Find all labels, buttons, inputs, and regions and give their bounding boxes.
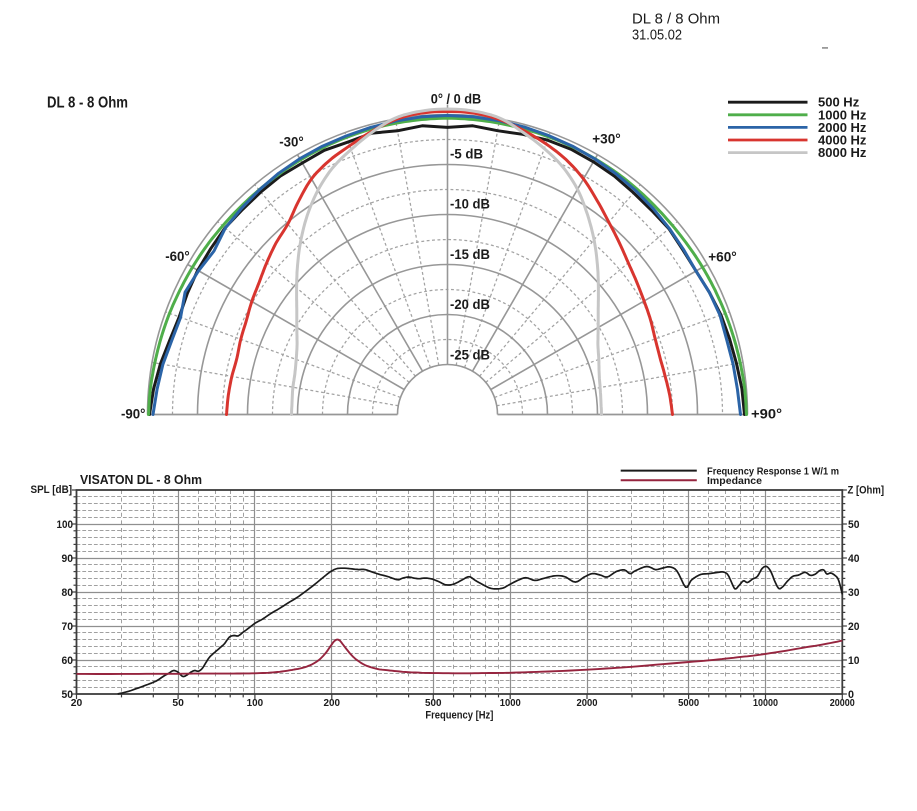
svg-text:-60°: -60° [165,248,190,264]
svg-text:-15 dB: -15 dB [450,246,490,262]
svg-text:-90°: -90° [121,406,146,422]
svg-text:60: 60 [62,655,74,667]
svg-text:-20 dB: -20 dB [450,296,490,312]
svg-text:50: 50 [62,689,74,701]
svg-text:31.05.02: 31.05.02 [632,27,682,43]
svg-text:50: 50 [848,519,860,531]
svg-text:2000: 2000 [577,697,598,709]
svg-text:90: 90 [62,553,74,565]
svg-text:20: 20 [848,621,860,633]
svg-text:+90°: +90° [751,406,782,422]
svg-text:500 Hz: 500 Hz [818,95,860,110]
svg-text:DL 8 - 8 Ohm: DL 8 - 8 Ohm [47,95,128,112]
svg-text:Impedance: Impedance [707,475,762,487]
svg-text:SPL [dB]: SPL [dB] [31,484,73,496]
svg-text:-10 dB: -10 dB [450,196,490,212]
svg-text:40: 40 [848,553,860,565]
svg-text:DL 8 / 8 Ohm: DL 8 / 8 Ohm [632,12,720,28]
svg-text:4000 Hz: 4000 Hz [818,133,867,148]
svg-text:VISATON DL - 8 Ohm: VISATON DL - 8 Ohm [80,472,202,487]
svg-text:30: 30 [848,587,860,599]
svg-text:Frequency [Hz]: Frequency [Hz] [425,710,493,722]
svg-text:8000 Hz: 8000 Hz [818,145,867,160]
svg-text:-5 dB: -5 dB [450,146,483,162]
svg-text:-25 dB: -25 dB [450,346,490,362]
svg-text:80: 80 [62,587,74,599]
svg-text:+30°: +30° [592,131,621,147]
svg-text:20000: 20000 [830,697,855,709]
svg-text:Frequency Response 1 W/1 m: Frequency Response 1 W/1 m [707,466,839,478]
svg-text:70: 70 [62,621,74,633]
svg-text:100: 100 [247,697,264,709]
svg-text:10000: 10000 [753,697,778,709]
svg-text:10: 10 [848,655,860,667]
svg-text:Z [Ohm]: Z [Ohm] [848,485,885,497]
svg-text:0: 0 [848,689,854,701]
svg-text:-30°: -30° [279,134,304,150]
svg-text:500: 500 [425,697,442,709]
svg-text:0° / 0 dB: 0° / 0 dB [431,91,482,107]
svg-text:2000 Hz: 2000 Hz [818,120,867,135]
svg-text:50: 50 [172,697,184,709]
svg-text:200: 200 [324,697,341,709]
svg-text:1000 Hz: 1000 Hz [818,107,867,122]
svg-text:5000: 5000 [678,697,699,709]
svg-text:20: 20 [71,697,83,709]
svg-text:+60°: +60° [708,249,737,265]
svg-text:1000: 1000 [500,697,521,709]
svg-text:100: 100 [57,519,74,531]
